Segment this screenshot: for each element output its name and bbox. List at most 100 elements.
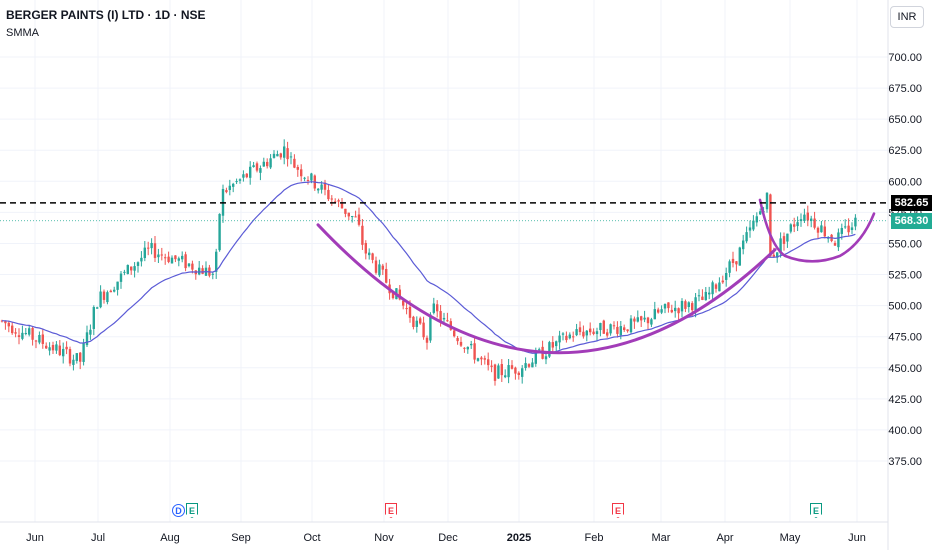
candle-body: [408, 306, 412, 318]
candle-body: [646, 317, 650, 324]
candle-body: [357, 214, 361, 225]
candle-body: [28, 328, 31, 335]
candle-body: [708, 292, 711, 295]
candle-body: [745, 232, 748, 242]
candle-body: [58, 345, 61, 356]
candle-body: [317, 188, 320, 191]
x-tick-label: Dec: [438, 532, 458, 544]
y-tick-label: 475.00: [888, 332, 922, 344]
symbol-title: BERGER PAINTS (I) LTD · 1D · NSE: [6, 8, 206, 22]
candle-body: [385, 268, 388, 283]
candle-body: [303, 177, 306, 179]
candle-body: [847, 225, 850, 233]
candle-body: [548, 342, 551, 357]
candle-body: [89, 329, 92, 335]
earnings-event-icon[interactable]: E: [385, 503, 397, 518]
candle-body: [245, 173, 248, 178]
candle-body: [796, 222, 799, 227]
currency-button[interactable]: INR: [890, 6, 924, 28]
candle-body: [82, 343, 85, 362]
candle-body: [153, 243, 157, 258]
candle-body: [446, 320, 449, 322]
candle-body: [510, 365, 514, 369]
x-tick-label: May: [780, 532, 801, 544]
candle-body: [351, 216, 354, 218]
candle-body: [738, 247, 741, 266]
candle-body: [269, 158, 272, 168]
candle-body: [65, 346, 68, 350]
last-price-tag: 568.30: [891, 212, 932, 229]
candle-body: [272, 153, 276, 158]
candle-body: [232, 183, 235, 187]
x-tick-label: Mar: [652, 532, 671, 544]
dividend-event-icon[interactable]: D: [172, 504, 185, 517]
earnings-event-icon[interactable]: E: [810, 503, 822, 518]
candle-body: [31, 328, 34, 340]
candle-body: [143, 247, 146, 259]
candle-body: [589, 328, 592, 333]
indicator-label[interactable]: SMMA: [6, 27, 39, 39]
candle-body: [412, 316, 415, 327]
x-tick-label: 2025: [507, 532, 531, 544]
candle-body: [45, 345, 48, 349]
candle-body: [252, 165, 255, 168]
candle-body: [225, 190, 228, 193]
candle-body: [289, 156, 293, 158]
candle-body: [327, 189, 330, 200]
candle-body: [160, 254, 163, 256]
x-tick-label: Jul: [91, 532, 105, 544]
candle-body: [459, 341, 463, 346]
candle-body: [174, 255, 177, 260]
candle-body: [130, 266, 133, 271]
candle-body: [806, 212, 809, 221]
candle-body: [102, 291, 106, 300]
candle-body: [255, 163, 259, 171]
candle-body: [381, 265, 384, 270]
candle-body: [507, 365, 510, 378]
candle-body: [694, 297, 697, 311]
candle-body: [609, 324, 612, 334]
candle-body: [616, 326, 619, 334]
candle-body: [150, 242, 153, 249]
candle-body: [837, 232, 840, 248]
candle-body: [198, 267, 201, 275]
candle-body: [157, 254, 160, 258]
candle-body: [643, 317, 646, 320]
candle-body: [476, 358, 480, 361]
candle-body: [714, 284, 718, 289]
candle-body: [772, 254, 775, 257]
candle-body: [677, 308, 680, 314]
candle-body: [96, 307, 99, 309]
y-tick-label: 525.00: [888, 270, 922, 282]
candle-body: [779, 238, 782, 254]
candle-body: [619, 326, 622, 336]
earnings-event-icon[interactable]: E: [186, 503, 198, 518]
candle-body: [602, 320, 605, 334]
candle-body: [140, 257, 143, 262]
candle-body: [667, 302, 670, 309]
candle-body: [215, 251, 218, 272]
candle-body: [670, 309, 673, 313]
candle-body: [582, 331, 585, 337]
candle-body: [11, 325, 14, 334]
candle-body: [361, 225, 364, 245]
candle-body: [92, 307, 95, 329]
candle-body: [354, 216, 357, 218]
candle-body: [680, 300, 684, 312]
candle-body: [85, 332, 89, 346]
candle-body: [572, 336, 575, 338]
y-tick-label: 625.00: [888, 145, 922, 157]
earnings-event-icon[interactable]: E: [612, 503, 624, 518]
candle-body: [816, 227, 820, 233]
y-tick-label: 450.00: [888, 363, 922, 375]
candle-body: [789, 224, 792, 232]
candle-body: [759, 211, 762, 215]
candle-body: [592, 331, 595, 335]
candle-body: [483, 358, 486, 360]
candle-body: [391, 292, 395, 299]
candle-body: [371, 253, 374, 260]
candle-body: [786, 233, 789, 242]
candle-body: [555, 341, 558, 347]
